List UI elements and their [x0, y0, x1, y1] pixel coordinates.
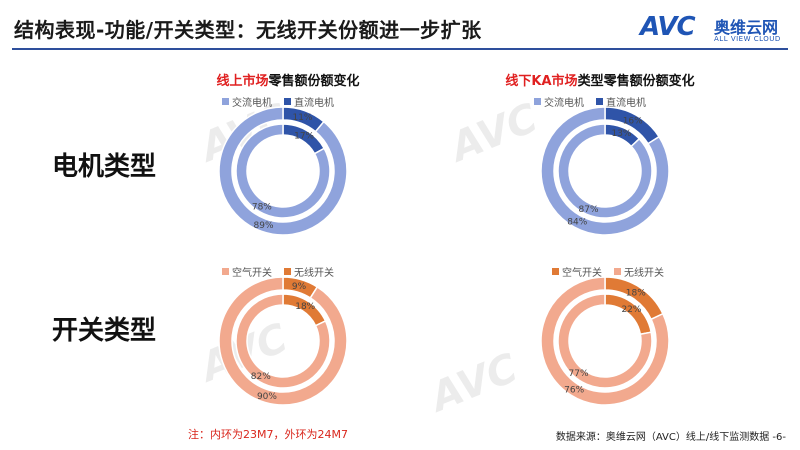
- legend-item: 无线开关: [614, 264, 664, 279]
- offline-switch-outer-slice-0: [540, 276, 670, 406]
- legend-item: 直流电机: [596, 94, 646, 109]
- logo-mark: AVC: [640, 12, 696, 42]
- legend-swatch: [222, 268, 229, 275]
- offline-switch-inner-label-1: 22%: [621, 305, 641, 315]
- offline-motor-outer-slice-0: [540, 106, 670, 236]
- legend-label: 无线开关: [294, 268, 334, 279]
- legend-item: 空气开关: [552, 264, 602, 279]
- legend-swatch: [552, 268, 559, 275]
- legend-swatch: [284, 98, 291, 105]
- legend-label: 空气开关: [562, 268, 602, 279]
- legend-item: 直流电机: [284, 94, 334, 109]
- legend-item: 无线开关: [284, 264, 334, 279]
- legend-label: 无线开关: [624, 268, 664, 279]
- online-motor-outer-label-0: 89%: [254, 221, 274, 231]
- legend-item: 交流电机: [534, 94, 584, 109]
- page-title: 结构表现-功能/开关类型：无线开关份额进一步扩张: [14, 18, 482, 42]
- offline-motor-outer-label-0: 84%: [567, 217, 587, 227]
- donut-offline-motor: 16% 84% 13% 87%: [540, 106, 670, 236]
- offline-motor-inner-label-0: 87%: [579, 205, 599, 215]
- offline-switch-outer-label-1: 18%: [626, 288, 646, 298]
- logo-en-text: ALL VIEW CLOUD: [714, 35, 781, 43]
- legend-swatch: [284, 268, 291, 275]
- legend-online-switch: 空气开关 无线开关: [222, 264, 334, 279]
- legend-label: 直流电机: [606, 98, 646, 109]
- online-switch-inner-label-0: 82%: [251, 372, 271, 382]
- online-motor-inner-slice-0: [235, 123, 331, 219]
- footnote: 注：内环为23M7，外环为24M7: [188, 428, 348, 441]
- row-label-switch: 开关类型: [52, 316, 157, 346]
- chart-title-offline-black: 类型零售额份额变化: [577, 74, 695, 89]
- legend-offline-switch: 空气开关 无线开关: [552, 264, 664, 279]
- donut-offline-switch: 18% 76% 22% 77%: [540, 276, 670, 406]
- legend-item: 空气开关: [222, 264, 272, 279]
- chart-title-offline-red: 线下KA市场: [505, 74, 578, 89]
- legend-label: 交流电机: [544, 98, 584, 109]
- chart-title-offline: 线下KA市场类型零售额份额变化: [460, 70, 740, 89]
- avc-logo: AVC 奥维云网 ALL VIEW CLOUD: [640, 10, 790, 46]
- chart-title-online: 线上市场零售额份额变化: [178, 70, 398, 89]
- online-switch-outer-slice-0: [218, 276, 348, 406]
- legend-offline-motor: 交流电机 直流电机: [534, 94, 646, 109]
- logo-cn-text: 奥维云网: [714, 18, 779, 37]
- row-label-motor: 电机类型: [52, 152, 157, 182]
- offline-motor-outer-label-1: 16%: [623, 117, 643, 127]
- online-motor-outer-label-1: 11%: [292, 113, 312, 123]
- watermark: AVC: [444, 95, 544, 171]
- legend-label: 空气开关: [232, 268, 272, 279]
- legend-swatch: [614, 268, 621, 275]
- legend-swatch: [534, 98, 541, 105]
- online-switch-inner-label-1: 18%: [295, 302, 315, 312]
- offline-switch-inner-slice-0: [557, 293, 653, 389]
- data-source: 数据来源：奥维云网（AVC）线上/线下监测数据 -6-: [555, 432, 786, 443]
- chart-title-online-red: 线上市场: [216, 74, 269, 89]
- legend-item: 交流电机: [222, 94, 272, 109]
- legend-swatch: [596, 98, 603, 105]
- legend-label: 交流电机: [232, 98, 272, 109]
- offline-switch-outer-label-0: 76%: [564, 386, 584, 396]
- online-motor-outer-slice-0: [218, 106, 348, 236]
- online-switch-outer-label-1: 9%: [292, 282, 307, 292]
- online-motor-inner-label-1: 17%: [294, 131, 314, 141]
- legend-label: 直流电机: [294, 98, 334, 109]
- chart-title-online-black: 零售额份额变化: [268, 74, 360, 89]
- legend-online-motor: 交流电机 直流电机: [222, 94, 334, 109]
- online-motor-inner-label-0: 78%: [252, 203, 272, 213]
- title-divider: [12, 48, 788, 50]
- online-switch-outer-label-0: 90%: [257, 392, 277, 402]
- watermark: AVC: [424, 345, 524, 421]
- offline-motor-inner-label-1: 13%: [611, 129, 631, 139]
- legend-swatch: [222, 98, 229, 105]
- donut-online-switch: 9% 90% 18% 82%: [218, 276, 348, 406]
- donut-online-motor: 11% 89% 17% 78%: [218, 106, 348, 236]
- online-switch-inner-slice-0: [235, 293, 331, 389]
- offline-switch-inner-label-0: 77%: [569, 369, 589, 379]
- offline-motor-inner-slice-0: [557, 123, 653, 219]
